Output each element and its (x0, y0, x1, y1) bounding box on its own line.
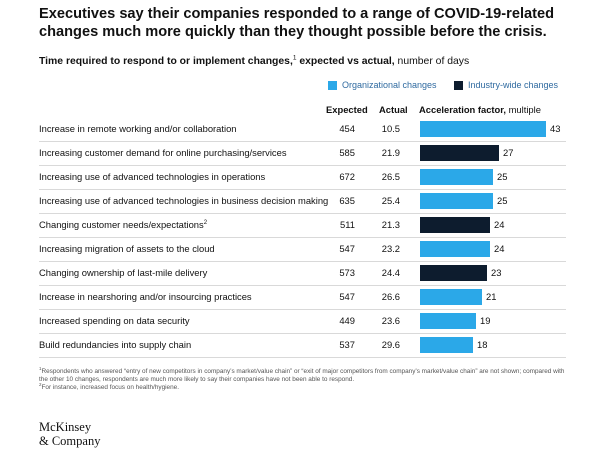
footnote-2: 2For instance, increased focus on health… (39, 382, 569, 392)
actual-value: 26.5 (381, 171, 400, 182)
table-row: Increasing migration of assets to the cl… (39, 238, 566, 262)
legend-swatch-organizational (328, 80, 337, 90)
expected-value: 454 (339, 123, 355, 134)
footnotes: 1Respondents who answered “entry of new … (39, 365, 569, 393)
table-row: Changing ownership of last-mile delivery… (39, 262, 566, 286)
footnote-1-mark: 1 (39, 365, 42, 371)
row-label-text: Changing ownership of last-mile delivery (39, 267, 208, 278)
expected-value: 449 (339, 315, 355, 326)
acceleration-value: 27 (503, 147, 514, 158)
actual-value: 21.9 (381, 147, 400, 158)
chart-title: Executives say their companies responded… (39, 6, 554, 40)
logo-line-2: & Company (39, 433, 101, 448)
row-label-text: Increasing use of advanced technologies … (39, 195, 329, 206)
acceleration-header-bold: Acceleration factor, (419, 104, 507, 115)
expected-value: 573 (339, 267, 355, 278)
subtitle-footnote-mark: 1 (292, 54, 297, 62)
row-label-text: Increasing use of advanced technologies … (39, 171, 266, 182)
table-row: Increase in nearshoring and/or insourcin… (39, 286, 566, 310)
acceleration-bar (420, 313, 476, 329)
subtitle-bold: Time required to respond to or implement… (39, 56, 293, 67)
legend-label-industry: Industry-wide changes (468, 80, 559, 90)
acceleration-value: 25 (497, 195, 508, 206)
legend-label-organizational: Organizational changes (342, 80, 437, 90)
actual-value: 29.6 (381, 339, 400, 350)
row-label-text: Increasing migration of assets to the cl… (39, 243, 215, 254)
acceleration-value: 18 (477, 339, 488, 350)
table-row: Increasing use of advanced technologies … (39, 166, 566, 190)
acceleration-bar (420, 337, 473, 353)
chart-rows: Increase in remote working and/or collab… (39, 118, 566, 358)
row-label: Increasing use of advanced technologies … (39, 171, 265, 182)
row-label: Changing ownership of last-mile delivery (39, 267, 207, 278)
expected-value: 635 (339, 195, 355, 206)
acceleration-bar (420, 193, 493, 209)
row-label-text: Increased spending on data security (39, 315, 190, 326)
acceleration-header-unit: multiple (506, 104, 541, 115)
acceleration-value: 19 (480, 315, 491, 326)
subtitle-units: number of days (394, 56, 470, 67)
actual-value: 24.4 (381, 267, 400, 278)
table-row: Increasing customer demand for online pu… (39, 142, 566, 166)
row-label-text: Increase in remote working and/or collab… (39, 123, 237, 134)
row-label-text: Changing customer needs/expectations (39, 219, 204, 230)
row-label: Increasing migration of assets to the cl… (39, 243, 215, 254)
legend-swatch-industry (454, 80, 463, 90)
acceleration-value: 21 (486, 291, 497, 302)
acceleration-value: 23 (491, 267, 502, 278)
footnote-1: 1Respondents who answered “entry of new … (39, 365, 569, 384)
row-label-footnote-mark: 2 (203, 219, 208, 226)
legend-organizational: Organizational changes (328, 80, 437, 90)
table-row: Increased spending on data security 449 23… (39, 310, 566, 334)
expected-value: 537 (339, 339, 355, 350)
row-label-text: Increasing customer demand for online pu… (39, 147, 287, 158)
chart-subtitle: Time required to respond to or implement… (39, 55, 584, 68)
table-row: Changing customer needs/expectations2 511… (39, 214, 566, 238)
acceleration-value: 43 (550, 123, 561, 134)
logo-line-1: McKinsey (39, 420, 92, 434)
actual-value: 26.6 (381, 291, 400, 302)
acceleration-bar (420, 217, 490, 233)
actual-value: 25.4 (381, 195, 400, 206)
subtitle-bold-2: expected vs actual, (296, 56, 395, 67)
table-row: Increasing use of advanced technologies … (39, 190, 566, 214)
column-header-acceleration: Acceleration factor, multiple (419, 104, 541, 115)
column-header-actual: Actual (379, 104, 408, 115)
acceleration-bar (420, 241, 490, 257)
expected-value: 511 (340, 219, 355, 230)
table-row: Build redundancies into supply chain 537 2… (39, 334, 566, 358)
acceleration-bar (420, 265, 487, 281)
footnote-2-text: For instance, increased focus on health/… (41, 384, 179, 392)
acceleration-value: 24 (494, 219, 505, 230)
acceleration-bar (420, 145, 499, 161)
row-label: Increasing customer demand for online pu… (39, 147, 287, 158)
actual-value: 10.5 (381, 123, 400, 134)
acceleration-bar (420, 121, 546, 137)
mckinsey-logo: McKinsey & Company (39, 420, 101, 448)
actual-value: 23.6 (381, 315, 400, 326)
row-label: Increasing use of advanced technologies … (39, 195, 328, 206)
actual-value: 21.3 (381, 219, 400, 230)
row-label-text: Build redundancies into supply chain (39, 339, 192, 350)
expected-value: 547 (339, 291, 355, 302)
expected-value: 547 (339, 243, 355, 254)
acceleration-value: 24 (494, 243, 505, 254)
footnote-1-text: Respondents who answered “entry of new c… (39, 368, 565, 384)
row-label: Increase in nearshoring and/or insourcin… (39, 291, 252, 302)
footnote-2-mark: 2 (39, 382, 42, 388)
row-label: Increase in remote working and/or collab… (39, 123, 237, 134)
column-header-expected: Expected (326, 104, 368, 115)
row-label: Build redundancies into supply chain (39, 339, 191, 350)
row-label: Increased spending on data security (39, 315, 190, 326)
legend-industry: Industry-wide changes (454, 80, 558, 90)
acceleration-bar (420, 289, 482, 305)
acceleration-bar (420, 169, 493, 185)
expected-value: 672 (339, 171, 355, 182)
actual-value: 23.2 (381, 243, 400, 254)
table-row: Increase in remote working and/or collab… (39, 118, 566, 142)
row-label: Changing customer needs/expectations2 (39, 219, 207, 230)
expected-value: 585 (339, 147, 355, 158)
row-label-text: Increase in nearshoring and/or insourcin… (39, 291, 252, 302)
acceleration-value: 25 (497, 171, 508, 182)
